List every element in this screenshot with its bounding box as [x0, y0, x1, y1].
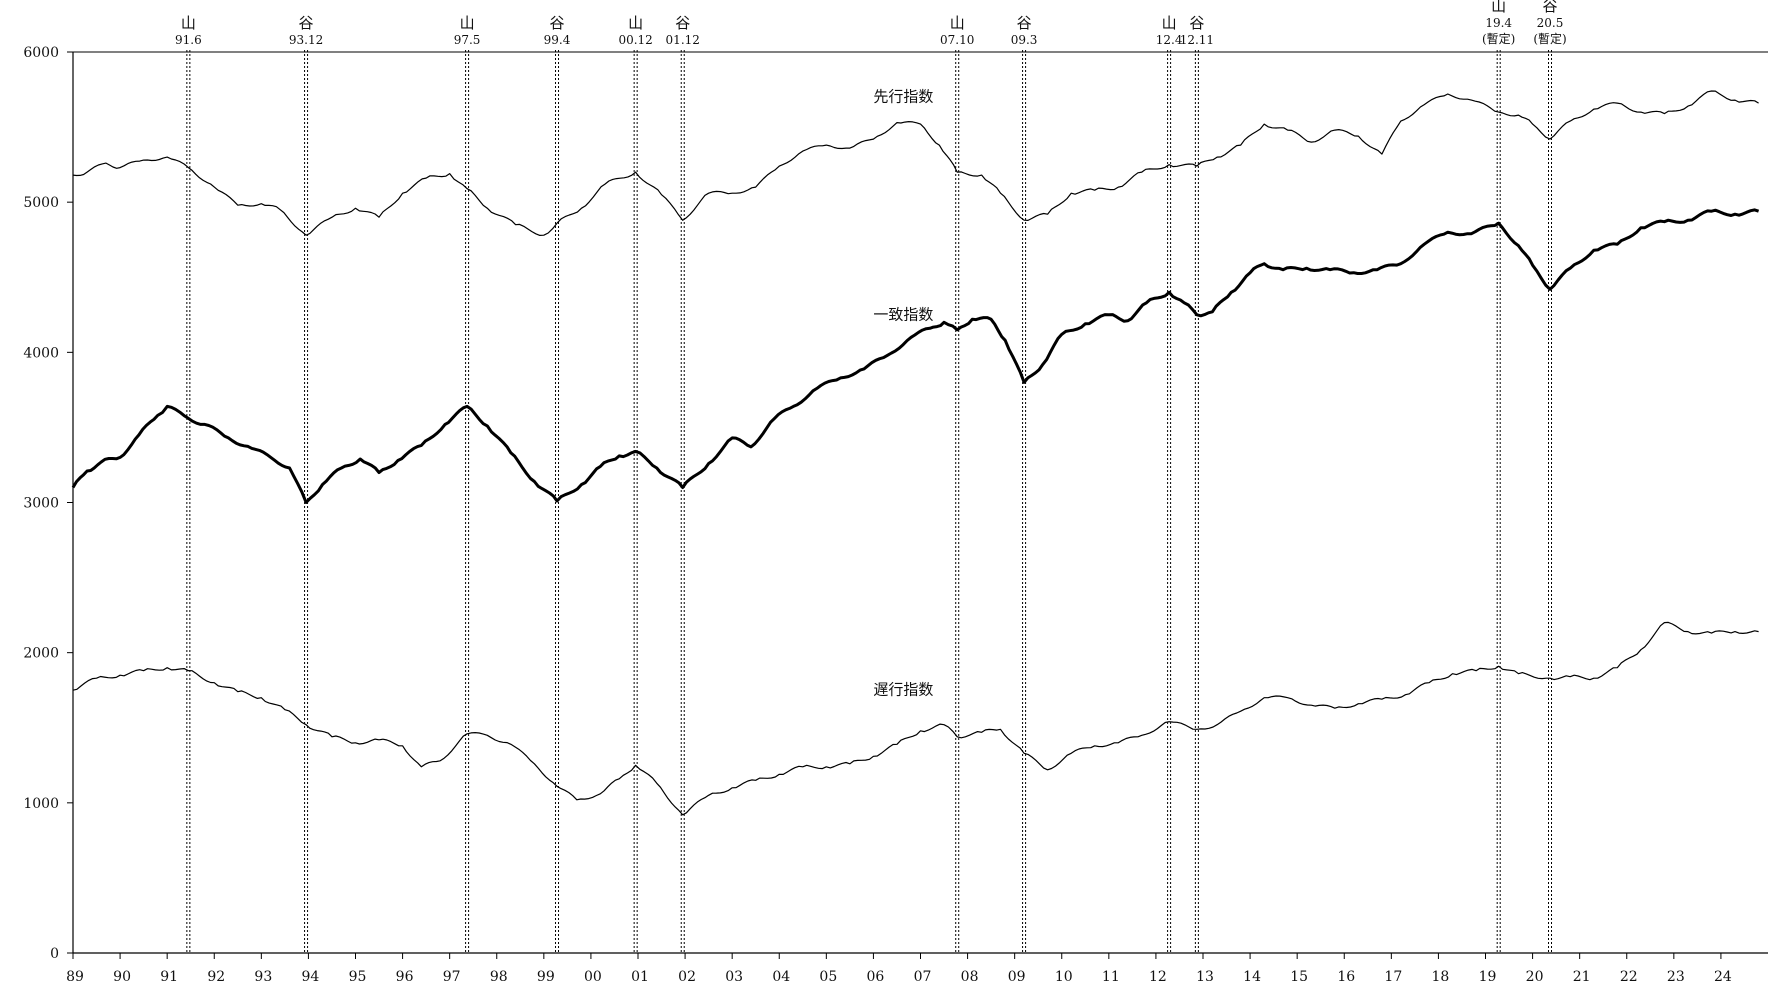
marker-date-label: 12.11: [1180, 33, 1214, 47]
turning-point-marker: 谷99.4: [544, 14, 571, 953]
x-tick-label: 98: [490, 969, 508, 985]
marker-date-label: 97.5: [454, 33, 481, 47]
turning-point-marker: 谷93.12: [289, 14, 323, 953]
trough-label: 谷: [1542, 0, 1557, 15]
x-tick-label: 03: [725, 969, 743, 985]
series-line: [72, 90, 1759, 236]
marker-date-label: 00.12: [618, 33, 652, 47]
trough-label: 谷: [675, 14, 690, 32]
trough-label: 谷: [550, 14, 565, 32]
peak-label: 山: [1491, 0, 1506, 15]
turning-point-marker: 谷01.12: [666, 14, 700, 953]
marker-date-label: 09.3: [1011, 33, 1038, 47]
marker-date-label: 91.6: [175, 33, 202, 47]
marker-date-label: 19.4: [1485, 16, 1512, 30]
x-tick-label: 16: [1337, 969, 1355, 985]
x-tick-label: 07: [914, 969, 932, 985]
marker-note-label: (暫定): [1482, 31, 1515, 46]
x-tick-label: 02: [678, 969, 696, 985]
x-tick-label: 20: [1526, 969, 1544, 985]
x-tick-label: 15: [1290, 969, 1308, 985]
y-tick-label: 2000: [23, 646, 59, 662]
trough-label: 谷: [1017, 14, 1032, 32]
turning-point-markers: 山91.6谷93.12山97.5谷99.4山00.12谷01.12山07.10谷…: [175, 0, 1567, 953]
axes: [72, 51, 1768, 954]
peak-label: 山: [628, 14, 643, 32]
turning-point-marker: 山07.10: [940, 14, 974, 953]
turning-point-marker: 山97.5: [454, 14, 481, 953]
trough-label: 谷: [1189, 14, 1204, 32]
x-tick-label: 24: [1714, 969, 1732, 985]
x-tick-label: 89: [66, 969, 84, 985]
peak-label: 山: [950, 14, 965, 32]
x-tick-label: 11: [1102, 969, 1120, 985]
x-tick-label: 94: [302, 969, 320, 985]
marker-date-label: 01.12: [666, 33, 700, 47]
x-tick-label: 12: [1149, 969, 1167, 985]
series-line: [72, 621, 1759, 816]
x-tick-label: 06: [867, 969, 885, 985]
series-line: [71, 208, 1760, 504]
turning-point-marker: 山00.12: [618, 14, 653, 953]
x-tick-label: 18: [1432, 969, 1450, 985]
series-lines: [71, 90, 1760, 816]
x-tick-label: 93: [254, 969, 272, 985]
turning-point-marker: 谷20.5(暫定): [1533, 0, 1567, 953]
x-tick-label: 17: [1384, 969, 1402, 985]
x-tick-label: 08: [961, 969, 979, 985]
x-tick-label: 99: [537, 969, 555, 985]
x-tick-label: 21: [1573, 969, 1591, 985]
series-label: 一致指数: [873, 305, 933, 323]
y-tick-label: 1000: [23, 796, 59, 812]
x-tick-label: 01: [631, 969, 649, 985]
x-tick-label: 10: [1055, 969, 1073, 985]
x-tick-label: 09: [1008, 969, 1026, 985]
trough-label: 谷: [299, 14, 314, 32]
marker-date-label: 12.4: [1156, 33, 1183, 47]
x-tick-label: 95: [349, 969, 367, 985]
x-tick-label: 19: [1479, 969, 1497, 985]
x-tick-label: 22: [1620, 969, 1638, 985]
x-tick-label: 14: [1243, 969, 1261, 985]
x-tick-label: 05: [819, 969, 837, 985]
turning-point-marker: 谷09.3: [1011, 14, 1038, 953]
series-label: 先行指数: [873, 88, 933, 106]
marker-date-label: 99.4: [544, 33, 571, 47]
turning-point-marker: 山19.4(暫定): [1482, 0, 1515, 953]
y-tick-label: 5000: [23, 195, 59, 211]
y-tick-label: 4000: [23, 345, 59, 361]
y-tick-label: 0: [50, 946, 59, 962]
y-tick-label: 3000: [23, 496, 59, 512]
x-tick-label: 90: [113, 969, 131, 985]
turning-point-marker: 谷12.11: [1180, 14, 1214, 953]
x-tick-label: 91: [160, 969, 178, 985]
x-tick-label: 04: [772, 969, 790, 985]
x-tick-label: 96: [396, 969, 414, 985]
x-tick-label: 00: [584, 969, 602, 985]
x-tick-label: 13: [1196, 969, 1214, 985]
turning-point-marker: 山12.4: [1156, 14, 1183, 953]
peak-label: 山: [181, 14, 196, 32]
x-tick-label: 92: [207, 969, 225, 985]
marker-date-label: 20.5: [1537, 16, 1564, 30]
marker-note-label: (暫定): [1533, 31, 1566, 46]
peak-label: 山: [460, 14, 475, 32]
series-label: 遅行指数: [873, 681, 933, 699]
marker-date-label: 07.10: [940, 33, 974, 47]
x-tick-label: 97: [443, 969, 461, 985]
marker-date-label: 93.12: [289, 33, 323, 47]
x-tick-label: 23: [1667, 969, 1685, 985]
y-tick-label: 6000: [23, 45, 59, 61]
turning-point-marker: 山91.6: [175, 14, 202, 953]
peak-label: 山: [1162, 14, 1177, 32]
